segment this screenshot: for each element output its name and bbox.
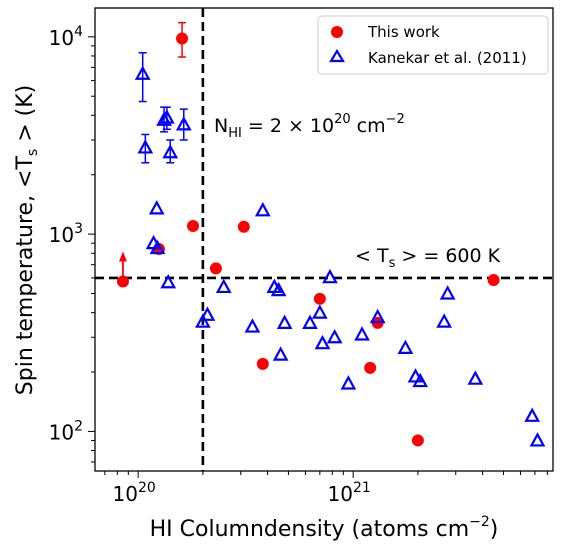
data-marks (116, 21, 546, 447)
data-point-this-work (116, 275, 129, 288)
data-point-this-work (411, 434, 424, 447)
legend-marker-this-work (331, 26, 343, 38)
x-axis-title-main: HI Columndensity (atoms cm (150, 517, 470, 542)
data-point-kanekar (340, 375, 357, 390)
annotation-nhi-sup: 20 (334, 112, 351, 127)
data-point-kanekar (397, 339, 414, 355)
annotation-ts-sub: s (389, 256, 396, 271)
data-point-kanekar (326, 328, 343, 344)
y-tick-label-exponent: 2 (74, 418, 83, 434)
data-point-kanekar (354, 326, 370, 341)
data-point-kanekar (137, 139, 154, 154)
data-point-this-work (209, 262, 222, 275)
data-point-this-work (176, 32, 189, 45)
data-point-kanekar (160, 273, 177, 289)
data-point-kanekar (322, 268, 338, 284)
data-point-kanekar (148, 200, 165, 215)
x-tick-label-exponent: 20 (138, 480, 156, 496)
plot-frame (94, 7, 554, 472)
y-tick-label: 102 (49, 418, 83, 444)
annotation-ts: < Ts > = 600 K (355, 245, 501, 271)
data-point-kanekar (302, 314, 318, 329)
data-point-this-work (364, 361, 377, 374)
data-point-kanekar (195, 313, 211, 328)
y-tick-label-base: 10 (49, 223, 74, 247)
annotation-ts-post: > = 600 K (395, 245, 500, 267)
data-point-kanekar (244, 318, 261, 333)
data-point-kanekar (467, 370, 484, 385)
data-point-this-work (313, 292, 326, 305)
x-tick-label-base: 10 (328, 482, 353, 506)
annotation-nhi-post: cm (351, 115, 386, 137)
data-point-kanekar (272, 346, 289, 361)
data-point-kanekar (312, 304, 328, 319)
legend-label-kanekar: Kanekar et al. (2011) (368, 49, 527, 67)
y-tick-label-base: 10 (49, 26, 74, 50)
annotation-nhi-n: N (214, 115, 228, 137)
data-point-kanekar (162, 143, 179, 159)
y-tick-label-exponent: 3 (74, 221, 83, 237)
data-point-kanekar (276, 314, 293, 329)
y-axis-title-pre: Spin temperature, <T (13, 156, 38, 396)
y-axis-title-sub: s (25, 149, 41, 156)
y-tick-label-base: 10 (49, 420, 74, 444)
data-point-kanekar (412, 372, 429, 388)
data-point-kanekar (175, 116, 192, 131)
data-point-this-work (487, 274, 500, 287)
data-point-kanekar (199, 306, 216, 321)
data-point-kanekar (369, 308, 386, 324)
x-tick-label-base: 10 (113, 482, 138, 506)
y-tick-label: 104 (49, 24, 83, 50)
annotation-nhi-mid: = 2 × 10 (242, 115, 334, 137)
x-tick-label: 1021 (328, 480, 371, 506)
y-tick-label: 103 (49, 221, 83, 247)
x-axis-title-sup: −2 (469, 514, 490, 530)
data-point-this-work (187, 219, 200, 232)
data-point-kanekar (134, 65, 151, 80)
legend: This work Kanekar et al. (2011) (317, 15, 549, 75)
annotation-nhi-sub: HI (228, 126, 242, 141)
x-axis-title: HI Columndensity (atoms cm−2) (150, 514, 499, 542)
annotation-nhi: NHI = 2 × 1020 cm−2 (214, 112, 405, 141)
legend-label-this-work: This work (367, 23, 440, 41)
y-axis-title-post: > (K) (13, 85, 38, 149)
data-point-kanekar (439, 285, 456, 300)
x-tick-label-exponent: 21 (353, 480, 371, 496)
annotation-nhi-sup2: −2 (386, 112, 405, 127)
data-point-this-work (237, 220, 250, 233)
data-point-kanekar (270, 281, 287, 297)
legend-marker-kanekar (329, 48, 345, 63)
y-axis-title: Spin temperature, <Ts > (K) (13, 85, 41, 395)
legend-box (317, 15, 549, 75)
data-point-kanekar (529, 432, 546, 447)
data-point-this-work (256, 357, 269, 370)
data-point-kanekar (149, 239, 166, 255)
data-point-kanekar (524, 407, 541, 422)
data-point-kanekar (215, 278, 232, 294)
data-point-kanekar (159, 109, 175, 124)
annotation-ts-pre: < T (355, 245, 389, 267)
data-point-kanekar (436, 313, 453, 328)
x-tick-label: 1020 (113, 480, 156, 506)
x-axis-title-close: ) (490, 517, 499, 542)
reference-lines (95, 8, 553, 471)
lower-limit-arrow-head (118, 251, 127, 262)
data-point-kanekar (314, 334, 331, 350)
data-point-kanekar (254, 202, 271, 217)
y-tick-label-exponent: 4 (74, 24, 83, 40)
